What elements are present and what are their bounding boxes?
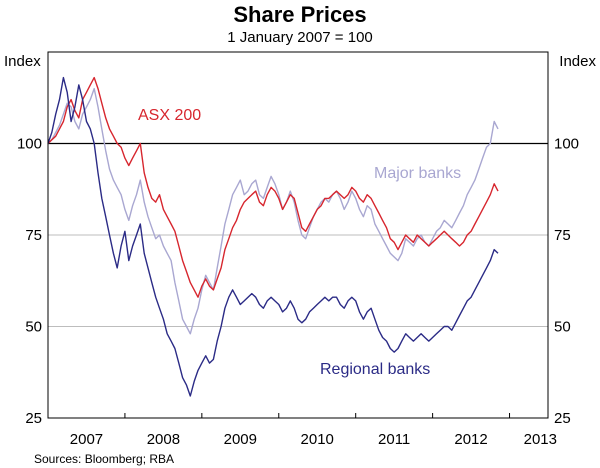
- x-tick-label-2007: 2007: [70, 431, 103, 448]
- y-axis-label-left: Index: [4, 53, 41, 70]
- plot-frame: [47, 51, 549, 419]
- y-tick-right-50: 50: [554, 319, 571, 336]
- series-line-major-banks: [47, 87, 499, 335]
- y-tick-right-75: 75: [554, 227, 571, 244]
- gridlines: [48, 142, 548, 327]
- y-tick-left-75: 75: [25, 227, 42, 244]
- x-ticks: 2007 2008 2009 2010 2011 2012 2013: [70, 413, 557, 448]
- y-tick-left-50: 50: [25, 319, 42, 336]
- x-tick-label-2012: 2012: [454, 431, 487, 448]
- x-tick-label-2009: 2009: [224, 431, 257, 448]
- y-tick-left-25: 25: [25, 410, 42, 427]
- y-tick-right-100: 100: [554, 136, 579, 153]
- x-tick-label-2013: 2013: [524, 431, 557, 448]
- y-ticks-right: 25 50 75 100: [554, 136, 579, 428]
- series-line-asx-200: [47, 76, 499, 298]
- chart-source: Sources: Bloomberg; RBA: [34, 452, 174, 466]
- y-tick-left-100: 100: [17, 136, 42, 153]
- annotation-major-banks: Major banks: [374, 165, 461, 182]
- y-axis-label-right: Index: [559, 53, 596, 70]
- annotation-regional-banks: Regional banks: [320, 361, 430, 378]
- chart-title: Share Prices: [233, 2, 366, 27]
- x-tick-label-2010: 2010: [301, 431, 334, 448]
- x-tick-label-2008: 2008: [147, 431, 180, 448]
- y-ticks-left: 25 50 75 100: [17, 136, 42, 428]
- series-layer: [47, 76, 499, 397]
- x-tick-label-2011: 2011: [378, 431, 410, 448]
- series-line-regional-banks: [47, 76, 499, 397]
- y-tick-right-25: 25: [554, 410, 571, 427]
- annotation-asx200: ASX 200: [138, 107, 201, 124]
- chart-subtitle: 1 January 2007 = 100: [227, 29, 373, 46]
